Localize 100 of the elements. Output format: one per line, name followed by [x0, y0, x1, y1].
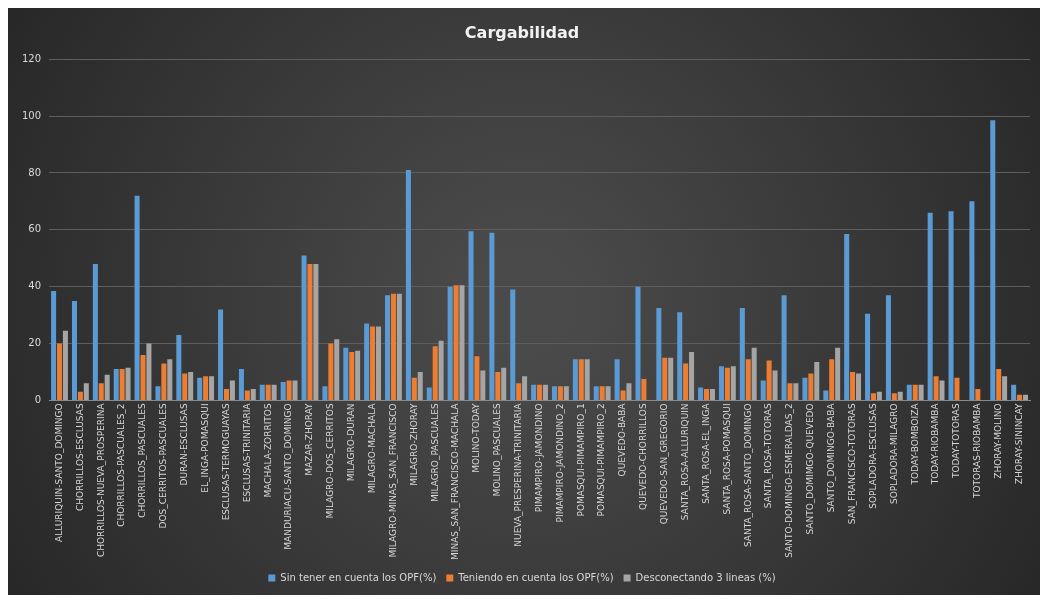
- bar: [271, 384, 277, 400]
- bar: [724, 367, 730, 400]
- bar: [802, 377, 808, 400]
- bar: [835, 347, 841, 400]
- x-tick-label: MILAGRO-MACHALA: [366, 402, 377, 494]
- bar: [626, 383, 632, 400]
- bar: [426, 387, 432, 400]
- bar: [856, 373, 862, 400]
- x-tick-label: QUEVEDO-CHORRILLOS: [638, 403, 649, 510]
- bar: [301, 255, 307, 400]
- bar: [161, 363, 167, 400]
- x-tick-label: MINAS_SAN_FRANCISCO-MACHALA: [450, 402, 461, 561]
- legend-label: Sin tener en cuenta los OPF(%): [280, 571, 437, 583]
- bar: [223, 389, 229, 400]
- bar: [730, 366, 736, 400]
- bar: [969, 201, 975, 400]
- x-tick-label: CHORRILLOS-NUEVA_PROSPERINA: [95, 402, 106, 558]
- bar: [537, 384, 543, 400]
- bar: [286, 380, 292, 400]
- bar: [990, 120, 996, 400]
- bar: [203, 376, 209, 400]
- bar: [614, 359, 620, 400]
- bar: [134, 195, 140, 400]
- bar: [390, 293, 396, 400]
- y-tick-label: 100: [21, 109, 42, 121]
- x-tick-label: SOPLADORA-ESCLUSAS: [867, 403, 878, 509]
- bar: [745, 359, 751, 400]
- bar: [975, 389, 981, 400]
- bar: [689, 352, 695, 400]
- bar: [104, 374, 110, 400]
- bar: [432, 346, 438, 400]
- bar: [51, 290, 57, 400]
- x-tick-label: ESCLUSAS-TRINITARIA: [241, 402, 252, 503]
- x-tick-label: CHORRILLOS-ESCLUSAS: [74, 403, 85, 512]
- bar: [793, 383, 799, 400]
- x-tick-label: ESCLUSAS-TERMOGUAYAS: [220, 403, 231, 521]
- bar: [829, 359, 835, 400]
- bar: [1002, 376, 1008, 400]
- bar: [238, 369, 244, 400]
- x-tick-label: SANTA_ROSA-TOTORAS: [763, 403, 774, 509]
- x-tick-label: QUEVEDO-SAN_GREGORIO: [659, 403, 670, 525]
- bar: [698, 387, 704, 400]
- x-tick-label: MANDURIACU-SANTO_DOMINGO: [283, 403, 294, 550]
- x-tick-label: SOPLADORA-MILAGRO: [888, 403, 899, 505]
- bar: [641, 379, 647, 400]
- bar: [355, 350, 361, 400]
- bar: [307, 263, 313, 400]
- x-tick-label: ALLURIQUIN-SANTO_DOMINGO: [53, 403, 64, 543]
- x-tick-label: SANTA_ROSA-EL_INGA: [700, 402, 711, 504]
- bar: [1017, 394, 1023, 400]
- x-tick-label: MILAGRO-DOS_CERRITOS: [325, 403, 336, 519]
- bar: [808, 373, 814, 400]
- bar: [155, 386, 161, 400]
- bar: [563, 386, 569, 400]
- bar: [250, 389, 256, 400]
- x-tick-label: NUEVA_PRESPERINA-TRINITARIA: [513, 402, 524, 547]
- bar: [844, 234, 850, 400]
- bar: [98, 383, 104, 400]
- x-tick-label: MILAGRO-DURAN: [346, 403, 357, 482]
- bar: [677, 312, 683, 400]
- bar: [542, 384, 548, 400]
- bar: [197, 377, 203, 400]
- x-tick-label: CHORRILLOS_PASCUALES: [137, 403, 148, 518]
- x-tick-label: TODAY-BOMBOIZA: [909, 402, 920, 486]
- bar: [92, 263, 98, 400]
- x-tick-label: MOLINO_PASCUALES: [492, 403, 503, 497]
- bar: [119, 369, 125, 400]
- x-tick-label: TODAY-RIOBAMBA: [930, 402, 941, 486]
- x-tick-label: MAZAR-ZHORAY: [304, 402, 315, 476]
- bar: [996, 369, 1002, 400]
- bar: [218, 309, 224, 400]
- bar: [510, 289, 516, 400]
- x-tick-label: MOLINO-TODAY: [471, 402, 482, 473]
- bar: [489, 232, 495, 400]
- bar: [313, 263, 319, 400]
- x-tick-label: MACHALA-ZORRITOS: [262, 403, 273, 498]
- bar: [364, 323, 370, 400]
- legend-label: Desconectando 3 lineas (%): [635, 571, 776, 583]
- bar: [244, 390, 250, 400]
- x-tick-label: MILAGRO_PASCUALES: [429, 403, 440, 503]
- bar: [57, 343, 63, 400]
- bar: [572, 359, 578, 400]
- bar: [322, 386, 328, 400]
- bar: [781, 295, 787, 400]
- x-tick-label: MILAGRO-ZHORAY: [408, 402, 419, 486]
- bar: [885, 295, 891, 400]
- bar: [1022, 394, 1028, 400]
- bar: [140, 354, 146, 400]
- y-tick-label: 120: [21, 52, 42, 64]
- bar: [375, 326, 382, 400]
- bar: [772, 370, 778, 400]
- bar: [557, 386, 563, 400]
- bar: [328, 343, 334, 400]
- bar: [850, 371, 856, 400]
- x-tick-label: ZHORAY-MOLINO: [993, 403, 1004, 479]
- bar: [125, 367, 131, 400]
- x-tick-label: SANTO_DOMIMGO-QUEVEDO: [805, 403, 816, 535]
- bar: [292, 380, 298, 400]
- bar: [334, 339, 340, 400]
- bar: [396, 293, 402, 400]
